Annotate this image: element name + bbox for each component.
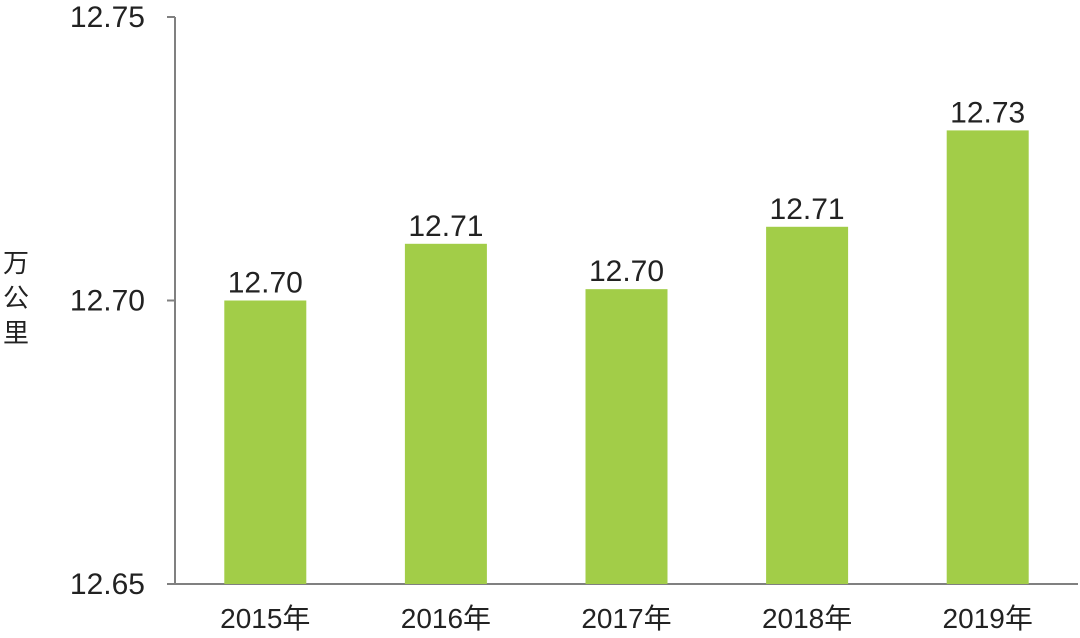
- data-labels: 12.70 12.71 12.70 12.71 12.73: [228, 96, 1025, 299]
- category-labels: 2015年 2016年 2017年 2018年 2019年: [220, 603, 1033, 634]
- bar: [766, 226, 849, 585]
- bar: [946, 130, 1029, 584]
- x-tick-label: 2018年: [762, 603, 852, 634]
- bars: [224, 130, 1029, 585]
- bar: [224, 300, 307, 584]
- y-tick-label: 12.65: [70, 568, 145, 601]
- data-label: 12.73: [950, 96, 1025, 129]
- y-axis-title: 万公里: [3, 248, 29, 348]
- y-ticks: 12.75 12.70 12.65: [70, 1, 175, 601]
- bar: [585, 289, 668, 584]
- data-label: 12.70: [589, 255, 664, 288]
- x-tick-label: 2017年: [581, 603, 671, 634]
- x-tick-label: 2019年: [943, 603, 1033, 634]
- y-tick-label: 12.75: [70, 1, 145, 34]
- x-tick-label: 2016年: [401, 603, 491, 634]
- data-label: 12.70: [228, 267, 303, 300]
- data-label: 12.71: [408, 210, 483, 243]
- data-label: 12.71: [770, 193, 845, 226]
- y-tick-label: 12.70: [70, 285, 145, 318]
- bar: [404, 243, 487, 585]
- x-tick-label: 2015年: [220, 603, 310, 634]
- y-axis-label: 万公里: [3, 248, 29, 348]
